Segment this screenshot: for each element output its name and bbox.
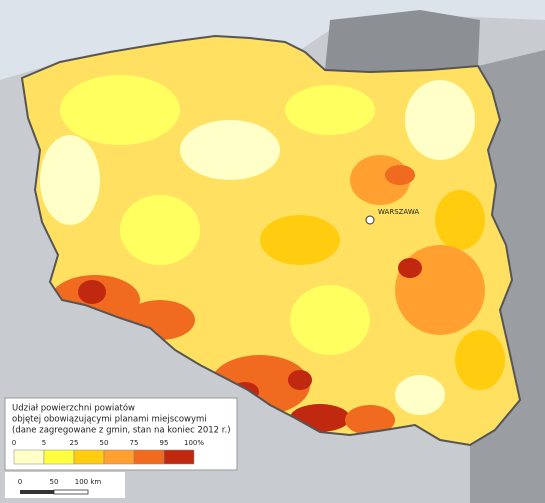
legend-tick: 5	[42, 439, 46, 447]
kaliningrad	[325, 10, 480, 72]
legend-swatch	[13, 449, 45, 465]
legend-tick: 95	[160, 439, 169, 447]
legend-title: objętej obowiązującymi planami miejscowy…	[12, 415, 207, 425]
legend-tick: 0	[12, 439, 16, 447]
legend-title: (dane zagregowane z gmin, stan na koniec…	[12, 426, 231, 436]
legend-tick: 25	[70, 439, 79, 447]
eastern-neighbours	[470, 50, 545, 503]
scale-label: 50	[50, 478, 59, 486]
legend-swatch	[73, 449, 105, 465]
legend-tick: 75	[130, 439, 139, 447]
city-label: WARSZAWA	[378, 208, 419, 216]
scale-segment	[20, 490, 54, 494]
scale-segment	[53, 489, 89, 495]
legend-title: Udział powierzchni powiatów	[12, 403, 135, 414]
legend-swatch	[133, 449, 165, 465]
districts	[40, 75, 505, 435]
scale-label: 100 km	[75, 478, 102, 486]
legend-swatch	[43, 449, 75, 465]
capital	[365, 215, 375, 225]
legend-swatch	[103, 449, 135, 465]
legend-swatch	[163, 449, 195, 465]
scale-bar: 0 50 100 km	[5, 472, 125, 498]
legend-tick: 50	[100, 439, 109, 447]
legend-tick: 100%	[184, 439, 204, 447]
scale-label: 0	[18, 478, 22, 486]
